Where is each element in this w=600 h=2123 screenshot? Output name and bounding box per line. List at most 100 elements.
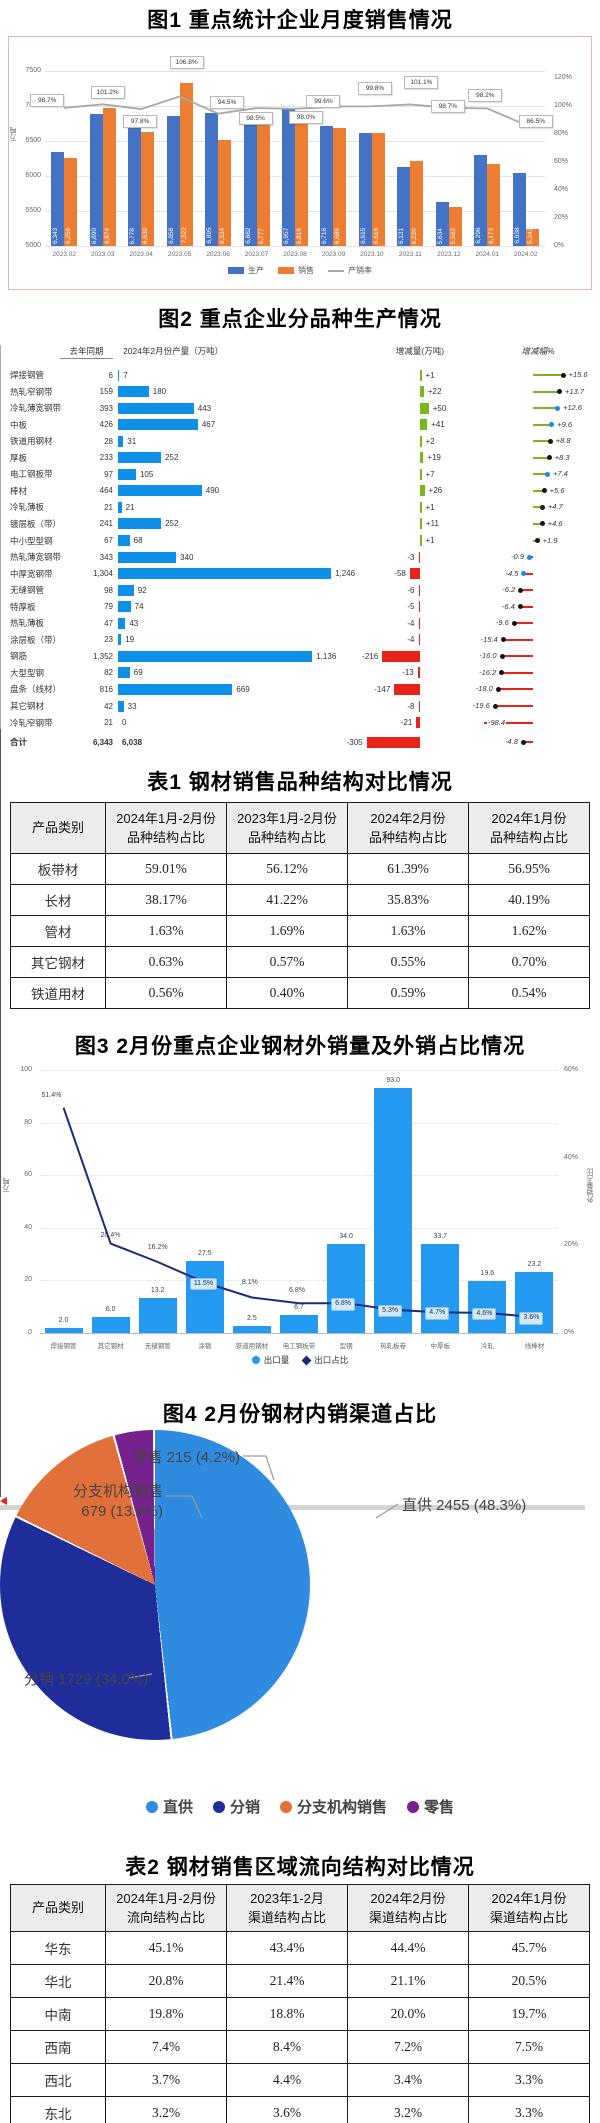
delta-value: -6 bbox=[407, 585, 415, 595]
fig4-donut-chart: 零售 215 (4.2%) 分支机构销售 679 (13.4%) 直供 2455 (4… bbox=[0, 1430, 600, 1912]
prev-value: 79 bbox=[104, 602, 113, 612]
prev-value: 97 bbox=[104, 469, 113, 479]
row-value: 1.63% bbox=[347, 915, 469, 947]
ratio-point-label-boxed: 6.8% bbox=[331, 1298, 356, 1311]
group-separator bbox=[0, 1505, 585, 1506]
ratio-point-label: 98.7% bbox=[30, 93, 65, 107]
delta-bar-negative bbox=[418, 700, 420, 712]
legend-swatch bbox=[145, 1800, 158, 1813]
row-value: 0.40% bbox=[226, 977, 348, 1009]
delta-bar-positive bbox=[420, 468, 422, 480]
pct-value: -4.5 bbox=[505, 568, 519, 578]
fig4-title: 图4 2月份钢材内销渠道占比 bbox=[162, 1403, 438, 1426]
sales-bar bbox=[179, 83, 193, 246]
legend-item-export-ratio: 出口占比 bbox=[301, 1354, 348, 1366]
delta-bar-positive bbox=[420, 518, 422, 530]
pct-clip-arrow bbox=[0, 1497, 7, 1505]
pct-dot bbox=[527, 554, 532, 560]
prev-value: 23 bbox=[104, 635, 113, 645]
column-header: 产品类别 bbox=[10, 1884, 106, 1932]
prev-value: 816 bbox=[99, 684, 113, 694]
x-axis-tick: 线棒材 bbox=[524, 1343, 545, 1350]
gridline bbox=[40, 1122, 558, 1124]
delta-bar-negative bbox=[409, 568, 420, 580]
pct-stem bbox=[533, 423, 552, 426]
col-header-current: 2024年2月份产量（万吨） bbox=[123, 346, 224, 356]
sales-bar bbox=[64, 157, 78, 246]
callout-retail: 零售 215 (4.2%) bbox=[132, 1449, 240, 1466]
production-bar bbox=[51, 151, 65, 246]
y-axis-tick: 0 bbox=[28, 1329, 32, 1336]
table-row: 西南 7.4% 8.4% 7.2% 7.5% bbox=[10, 2030, 590, 2064]
ratio-point-label: 20.4% bbox=[100, 1231, 121, 1239]
row-name: 盘条（线材） bbox=[10, 684, 62, 695]
row-value: 21.1% bbox=[347, 1964, 469, 1998]
delta-value: -58 bbox=[394, 569, 406, 579]
current-value: 21 bbox=[125, 502, 135, 512]
column-header: 2024年1月份 品种结构占比 bbox=[468, 802, 590, 854]
current-bar bbox=[118, 518, 162, 530]
legend-swatch bbox=[212, 1800, 225, 1813]
row-value: 0.54% bbox=[468, 977, 590, 1009]
row-value: 3.4% bbox=[347, 2063, 469, 2097]
delta-bar-negative bbox=[394, 683, 420, 695]
pct-dot bbox=[549, 422, 555, 428]
delta-axis bbox=[0, 729, 1, 1113]
callout-direct: 直供 2455 (48.3%) bbox=[402, 1497, 527, 1514]
prev-value: 233 bbox=[99, 453, 113, 463]
delta-value: -8 bbox=[407, 701, 415, 711]
y2-axis-tick: 120% bbox=[554, 74, 572, 81]
y-axis-tick: 6000 bbox=[25, 172, 41, 179]
donut bbox=[0, 1430, 310, 1740]
delta-bar-positive bbox=[420, 485, 425, 497]
table-row: 华北 20.8% 21.4% 21.1% 20.5% bbox=[10, 1964, 590, 1998]
bar-value-label: 6.7 bbox=[294, 1304, 304, 1312]
delta-bar-positive bbox=[420, 419, 428, 431]
ratio-point-label: 101.2% bbox=[90, 86, 125, 100]
current-value: 69 bbox=[133, 668, 143, 678]
bar-value-label: 27.5 bbox=[198, 1249, 212, 1257]
column-header: 2024年2月份 品种结构占比 bbox=[347, 802, 469, 854]
row-value: 38.17% bbox=[105, 884, 227, 916]
delta-bar-negative bbox=[418, 601, 420, 613]
pct-stem bbox=[484, 721, 533, 724]
current-bar bbox=[118, 468, 136, 480]
export-bar bbox=[44, 1327, 83, 1333]
row-value: 45.1% bbox=[105, 1931, 227, 1965]
pct-dot bbox=[511, 620, 517, 626]
delta-value: -147 bbox=[374, 684, 391, 694]
delta-bar-negative bbox=[366, 736, 420, 748]
sales-bar bbox=[218, 140, 232, 246]
current-bar bbox=[118, 650, 313, 662]
ratio-point-label-boxed: 4.7% bbox=[425, 1307, 450, 1320]
export-bar bbox=[374, 1088, 413, 1333]
delta-bar-positive bbox=[420, 435, 422, 447]
legend-swatch-export bbox=[251, 1356, 260, 1364]
delta-value: +7 bbox=[425, 469, 435, 479]
bar-axis bbox=[0, 345, 1, 729]
legend-label: 出口量 bbox=[263, 1355, 290, 1365]
row-value: 3.3% bbox=[468, 2063, 590, 2097]
gridline bbox=[40, 1070, 558, 1071]
prev-value: 47 bbox=[104, 618, 113, 628]
group-separator bbox=[0, 1506, 585, 1507]
row-value: 41.22% bbox=[226, 884, 348, 916]
current-value: 31 bbox=[127, 436, 137, 446]
fig3-legend: 出口量 出口占比 bbox=[0, 1354, 600, 1366]
y2-axis-tick: 20% bbox=[564, 1241, 579, 1249]
legend-swatch-ratio bbox=[328, 269, 344, 272]
table-row: 板带材 59.01% 56.12% 61.39% 56.95% bbox=[10, 853, 590, 885]
row-name: 电工钢板带 bbox=[10, 469, 53, 480]
table-row: 东北 3.2% 3.6% 3.2% 3.3% bbox=[10, 2096, 590, 2123]
production-bar bbox=[243, 114, 257, 246]
table2: 产品类别 2024年1月-2月份 流向结构占比 2023年1-2月 渠道结构占比 20… bbox=[10, 1884, 590, 2123]
ratio-point-label: 94.5% bbox=[210, 95, 245, 109]
export-bar bbox=[185, 1260, 224, 1333]
sales-bar bbox=[410, 160, 424, 246]
ratio-point-label: 97.8% bbox=[123, 115, 158, 129]
x-axis-tick: 2024.01 bbox=[475, 251, 500, 258]
delta-bar-positive bbox=[420, 369, 422, 381]
pct-stem bbox=[533, 522, 542, 525]
column-header: 产品类别 bbox=[10, 802, 106, 854]
y-axis-tick: 40 bbox=[24, 1223, 32, 1231]
